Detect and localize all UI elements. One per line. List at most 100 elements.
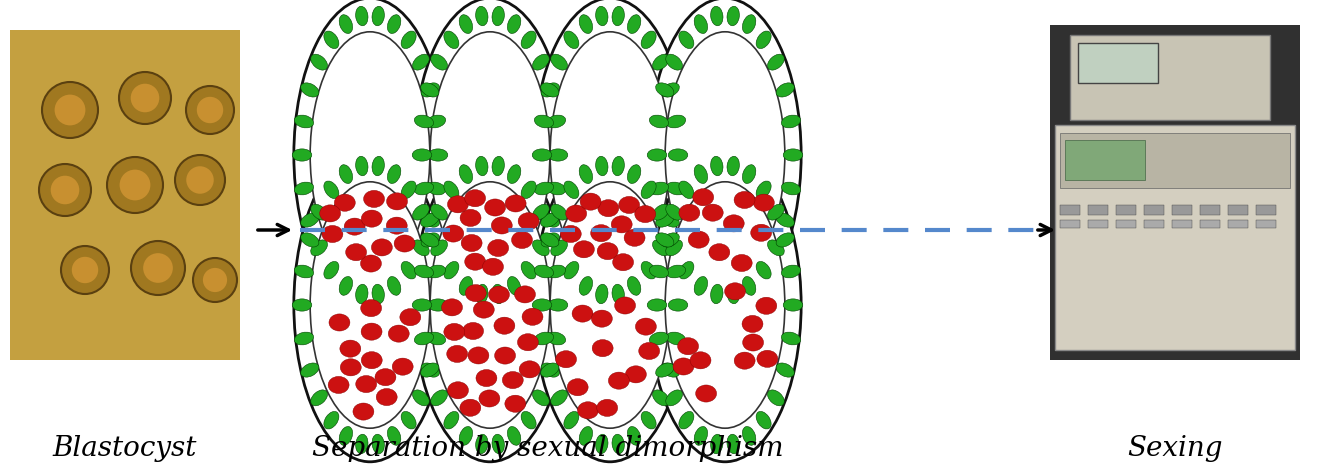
Ellipse shape <box>652 204 669 220</box>
Ellipse shape <box>624 229 645 246</box>
Ellipse shape <box>444 31 459 49</box>
Ellipse shape <box>474 301 494 318</box>
Bar <box>1078 43 1158 83</box>
Ellipse shape <box>756 261 771 279</box>
Ellipse shape <box>492 6 504 26</box>
Ellipse shape <box>339 340 360 357</box>
Ellipse shape <box>642 411 656 429</box>
Bar <box>1172 205 1192 215</box>
Ellipse shape <box>756 31 771 49</box>
Bar <box>1257 220 1276 228</box>
Ellipse shape <box>661 233 680 247</box>
Ellipse shape <box>310 240 327 256</box>
Ellipse shape <box>550 182 669 428</box>
Ellipse shape <box>678 261 694 279</box>
Ellipse shape <box>444 323 465 340</box>
Circle shape <box>197 97 223 123</box>
Circle shape <box>40 164 91 216</box>
Ellipse shape <box>734 352 755 369</box>
Ellipse shape <box>310 32 430 278</box>
Circle shape <box>71 257 98 283</box>
Ellipse shape <box>475 284 488 304</box>
Ellipse shape <box>294 0 446 312</box>
Bar <box>11 30 240 360</box>
Ellipse shape <box>346 244 367 261</box>
Circle shape <box>131 241 185 295</box>
Ellipse shape <box>392 358 413 375</box>
Ellipse shape <box>647 299 667 311</box>
Ellipse shape <box>521 181 536 198</box>
Ellipse shape <box>492 434 504 454</box>
Ellipse shape <box>339 165 352 184</box>
Ellipse shape <box>595 434 609 454</box>
Ellipse shape <box>590 225 611 242</box>
Ellipse shape <box>444 261 459 279</box>
Ellipse shape <box>639 342 660 359</box>
Ellipse shape <box>341 359 362 376</box>
Ellipse shape <box>702 204 723 221</box>
Ellipse shape <box>372 6 384 26</box>
Ellipse shape <box>459 165 473 184</box>
Ellipse shape <box>506 195 527 212</box>
Ellipse shape <box>360 255 381 272</box>
Ellipse shape <box>521 261 536 279</box>
Ellipse shape <box>611 216 632 233</box>
Ellipse shape <box>362 210 383 227</box>
Circle shape <box>186 166 214 194</box>
Ellipse shape <box>727 284 739 304</box>
Ellipse shape <box>609 372 630 389</box>
Ellipse shape <box>546 182 566 195</box>
Ellipse shape <box>301 213 319 227</box>
Ellipse shape <box>564 411 579 429</box>
Ellipse shape <box>593 339 612 357</box>
Ellipse shape <box>694 165 708 184</box>
Ellipse shape <box>421 83 440 97</box>
Ellipse shape <box>492 284 504 304</box>
Ellipse shape <box>727 6 739 26</box>
Ellipse shape <box>776 213 795 227</box>
Ellipse shape <box>597 243 618 260</box>
Ellipse shape <box>756 411 771 429</box>
Ellipse shape <box>709 244 730 261</box>
Ellipse shape <box>355 284 368 304</box>
Ellipse shape <box>573 241 594 258</box>
Ellipse shape <box>533 148 686 462</box>
Ellipse shape <box>413 240 429 256</box>
Ellipse shape <box>661 363 680 377</box>
Ellipse shape <box>656 213 675 227</box>
Ellipse shape <box>532 204 549 220</box>
Ellipse shape <box>477 369 496 387</box>
Ellipse shape <box>507 165 521 184</box>
Ellipse shape <box>459 277 473 295</box>
Ellipse shape <box>512 231 532 248</box>
Ellipse shape <box>532 54 549 70</box>
Ellipse shape <box>387 165 401 184</box>
Ellipse shape <box>550 54 568 70</box>
Ellipse shape <box>401 261 416 279</box>
Ellipse shape <box>462 322 483 339</box>
Ellipse shape <box>550 240 568 256</box>
Ellipse shape <box>475 156 488 176</box>
Ellipse shape <box>550 204 568 220</box>
Ellipse shape <box>541 363 558 377</box>
Ellipse shape <box>635 206 656 223</box>
Ellipse shape <box>345 218 366 235</box>
Bar <box>1049 25 1300 360</box>
Ellipse shape <box>413 390 429 406</box>
Bar <box>1088 205 1107 215</box>
Ellipse shape <box>521 411 536 429</box>
Circle shape <box>54 95 86 125</box>
Circle shape <box>42 82 98 138</box>
Ellipse shape <box>362 352 383 369</box>
Ellipse shape <box>491 217 512 234</box>
Ellipse shape <box>781 182 801 195</box>
Ellipse shape <box>488 286 510 303</box>
Ellipse shape <box>546 265 566 278</box>
Ellipse shape <box>678 411 694 429</box>
Ellipse shape <box>387 217 407 234</box>
Ellipse shape <box>465 253 486 270</box>
Ellipse shape <box>475 6 488 26</box>
Ellipse shape <box>376 388 397 406</box>
Ellipse shape <box>656 363 675 377</box>
Ellipse shape <box>767 54 784 70</box>
